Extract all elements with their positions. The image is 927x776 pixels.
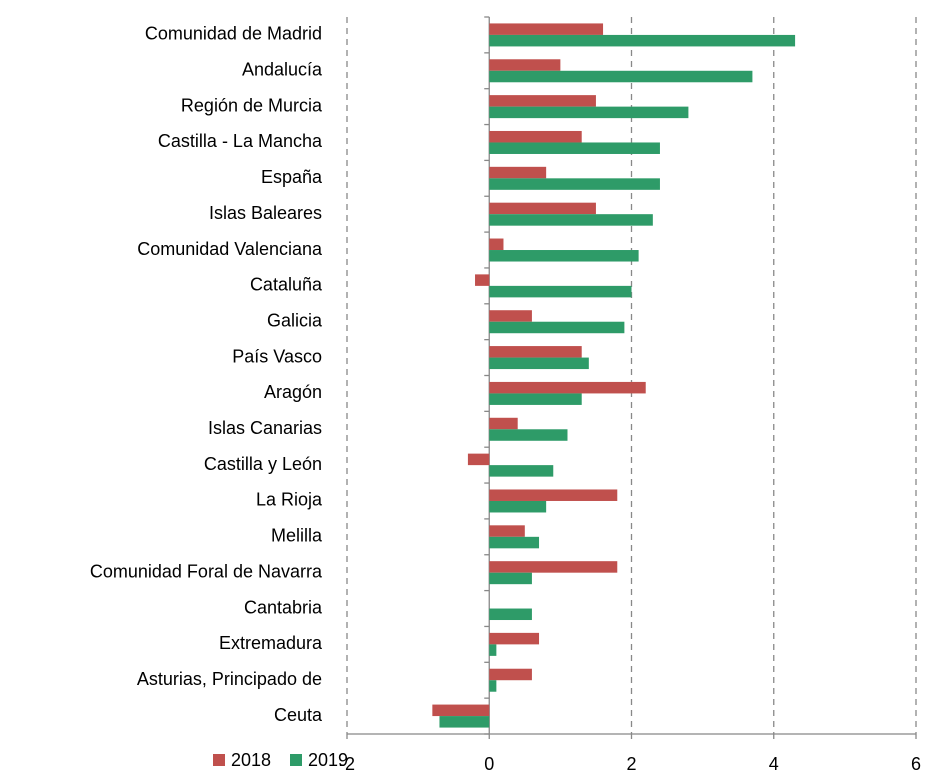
- bar: [489, 130, 582, 143]
- bar: [489, 321, 625, 334]
- y-tick-label: Ceuta: [274, 705, 323, 725]
- bar: [489, 214, 653, 226]
- legend-swatch: [213, 754, 225, 766]
- bar: [489, 142, 660, 154]
- y-tick-label: Islas Canarias: [208, 418, 322, 438]
- bar: [489, 465, 554, 477]
- bar: [489, 525, 525, 537]
- y-tick-label: Aragón: [264, 382, 322, 402]
- y-tick-label: Región de Murcia: [181, 95, 323, 115]
- y-tick-label: Melilla: [271, 526, 323, 546]
- bar: [489, 250, 639, 262]
- y-tick-label: Extremadura: [219, 633, 323, 653]
- y-tick-label: País Vasco: [232, 346, 322, 366]
- bar: [489, 166, 547, 179]
- y-tick-label: Comunidad Valenciana: [137, 239, 323, 259]
- legend-label: 2018: [231, 750, 271, 770]
- bar: [489, 632, 540, 645]
- y-tick-label: Castilla y León: [204, 454, 322, 474]
- bar: [489, 561, 618, 573]
- bar: [489, 644, 497, 656]
- x-tick-label: 4: [769, 754, 779, 774]
- bar: [467, 453, 490, 466]
- bar: [489, 608, 532, 621]
- bar: [489, 34, 796, 47]
- bar: [489, 23, 604, 35]
- bar: [489, 489, 618, 501]
- bar: [489, 357, 589, 370]
- bar: [432, 704, 490, 717]
- y-tick-label: Andalucía: [242, 60, 323, 80]
- bar: [489, 70, 753, 83]
- bar: [489, 310, 532, 322]
- bar: [489, 680, 497, 692]
- y-tick-label: Asturias, Principado de: [137, 669, 322, 689]
- y-tick-label: Comunidad Foral de Navarra: [90, 561, 323, 581]
- bar: [475, 274, 490, 286]
- y-tick-label: Islas Baleares: [209, 203, 322, 223]
- bar: [489, 106, 689, 119]
- bar: [489, 238, 504, 251]
- y-tick-label: Cantabria: [244, 597, 323, 617]
- bar: [489, 429, 568, 441]
- bar: [489, 572, 532, 585]
- y-tick-label: España: [261, 167, 323, 187]
- legend-label: 2019: [308, 750, 348, 770]
- y-tick-label: Galicia: [267, 310, 323, 330]
- legend-swatch: [290, 754, 302, 766]
- y-tick-label: Cataluña: [250, 275, 323, 295]
- bar: [489, 95, 596, 107]
- x-tick-label: 6: [911, 754, 921, 774]
- x-tick-label: 2: [626, 754, 636, 774]
- bar: [489, 178, 660, 190]
- x-tick-label: 0: [484, 754, 494, 774]
- bar: [489, 381, 646, 394]
- x-tick-label: -2: [339, 754, 355, 774]
- bar: [489, 500, 547, 513]
- bar: [489, 285, 632, 298]
- y-tick-label: Castilla - La Mancha: [158, 131, 323, 151]
- bar: [489, 536, 540, 549]
- bar: [489, 346, 582, 358]
- bar: [439, 716, 490, 728]
- bar: [489, 393, 582, 405]
- bar: [489, 59, 561, 71]
- bar: [489, 668, 532, 681]
- bar: [489, 202, 596, 215]
- y-tick-label: La Rioja: [256, 490, 323, 510]
- bar: [489, 417, 518, 430]
- y-tick-label: Comunidad de Madrid: [145, 24, 322, 44]
